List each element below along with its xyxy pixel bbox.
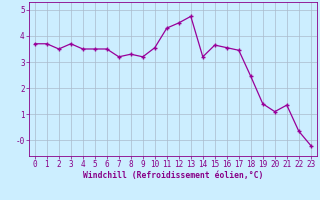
X-axis label: Windchill (Refroidissement éolien,°C): Windchill (Refroidissement éolien,°C)	[83, 171, 263, 180]
